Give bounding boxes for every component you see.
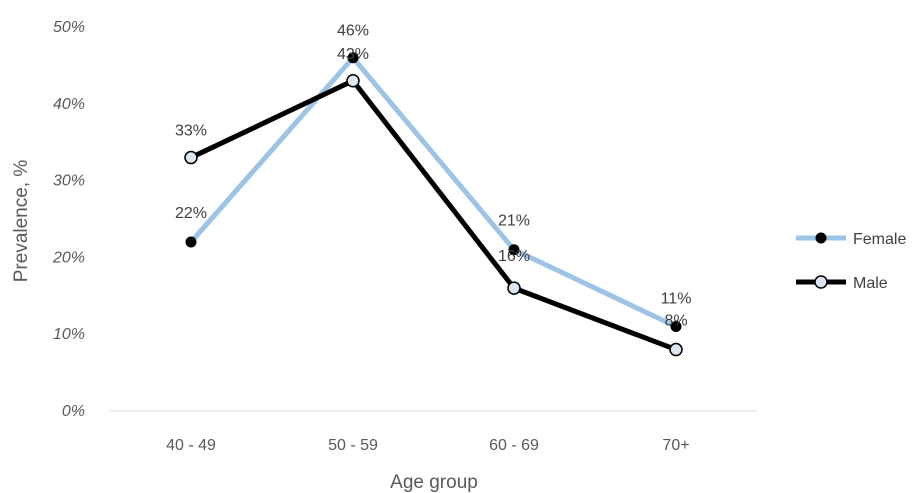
data-labels: 22% 46% 21% 11% 33% 43% 16% 8% bbox=[175, 23, 691, 330]
legend-label-female: Female bbox=[853, 231, 906, 248]
data-label-female-60-69: 21% bbox=[498, 213, 530, 230]
legend-label-male: Male bbox=[853, 275, 888, 292]
series-group bbox=[184, 52, 683, 357]
marker-male-50-59 bbox=[346, 74, 360, 88]
y-tick-label-10: 10% bbox=[53, 326, 85, 343]
x-axis-title: Age group bbox=[390, 472, 478, 493]
y-tick-label-50: 50% bbox=[53, 19, 85, 36]
data-label-male-60-69: 16% bbox=[498, 248, 530, 265]
y-tick-label-0: 0% bbox=[62, 403, 85, 420]
x-axis-ticks: 40 - 49 50 - 59 60 - 69 70+ bbox=[166, 437, 689, 454]
data-label-male-70: 8% bbox=[664, 313, 687, 330]
data-label-male-40-49: 33% bbox=[175, 123, 207, 140]
marker-female-50-59 bbox=[347, 52, 359, 64]
x-tick-label-70: 70+ bbox=[662, 437, 689, 454]
legend: Female Male bbox=[796, 231, 906, 292]
legend-marker-female bbox=[815, 232, 827, 244]
y-tick-label-30: 30% bbox=[53, 173, 85, 190]
y-tick-label-40: 40% bbox=[53, 96, 85, 113]
x-tick-label-60-69: 60 - 69 bbox=[489, 437, 539, 454]
data-label-female-50-59: 46% bbox=[337, 23, 369, 40]
data-label-female-70: 11% bbox=[661, 291, 692, 308]
marker-female-70 bbox=[670, 321, 682, 333]
y-tick-label-20: 20% bbox=[52, 249, 85, 266]
marker-male-40-49 bbox=[184, 150, 198, 165]
y-axis-ticks: 0% 10% 20% 30% 40% 50% bbox=[52, 19, 85, 420]
marker-male-60-69 bbox=[507, 281, 521, 295]
marker-male-70 bbox=[669, 342, 683, 357]
marker-female-60-69 bbox=[508, 244, 520, 256]
data-label-male-50-59: 43% bbox=[337, 46, 369, 63]
series-line-female bbox=[189, 55, 678, 329]
x-tick-label-40-49: 40 - 49 bbox=[166, 437, 216, 454]
series-line-male bbox=[189, 78, 677, 352]
x-tick-label-50-59: 50 - 59 bbox=[328, 437, 378, 454]
legend-marker-male bbox=[814, 275, 828, 289]
marker-female-40-49 bbox=[185, 236, 197, 248]
data-label-female-40-49: 22% bbox=[175, 205, 207, 222]
y-axis-title: Prevalence, % bbox=[11, 160, 32, 283]
